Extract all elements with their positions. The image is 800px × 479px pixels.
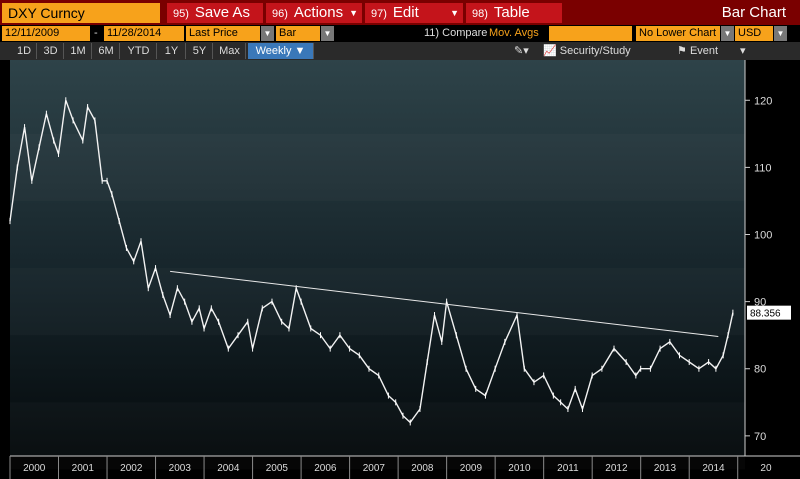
style-dropdown-icon[interactable]: ▼	[321, 26, 334, 41]
grid-band	[10, 268, 745, 335]
chart-type-label: Bar Chart	[721, 4, 786, 21]
x-tick-label: 2000	[23, 463, 46, 474]
currency-select[interactable]: USD	[735, 26, 773, 41]
ticker-field[interactable]: DXY Curncy	[2, 3, 160, 23]
price-field-dropdown-icon[interactable]: ▼	[261, 26, 274, 41]
horizontal-bands	[10, 134, 745, 470]
settings-bar: 12/11/2009 - 11/28/2014 Last Price ▼ Bar…	[0, 25, 800, 42]
period-6m[interactable]: 6M	[93, 43, 120, 59]
x-tick-label: 2008	[411, 463, 434, 474]
last-value-box	[747, 305, 791, 320]
edit-dropdown-icon: ▼	[450, 8, 459, 18]
security-study-label: Security/Study	[559, 45, 631, 57]
y-tick-label: 120	[754, 95, 772, 107]
last-value-label: 88.356	[747, 305, 791, 320]
price-line	[9, 100, 734, 424]
event-button[interactable]: ⚑ Event	[677, 43, 718, 59]
x-tick-label: 2005	[266, 463, 289, 474]
period-1d[interactable]: 1D	[12, 43, 37, 59]
edit-number: 97)	[371, 8, 387, 20]
x-tick-label: 2013	[654, 463, 677, 474]
grid-band	[10, 402, 745, 469]
y-tick-label: 110	[754, 162, 772, 174]
event-label: Event	[689, 45, 719, 57]
save-as-button[interactable]: 95) Save As	[167, 3, 263, 23]
period-ytd[interactable]: YTD	[121, 43, 157, 59]
empty-orange-field	[549, 26, 632, 41]
edit-button[interactable]: 97) Edit ▼	[365, 3, 463, 23]
lower-chart-dropdown-icon[interactable]: ▼	[721, 26, 734, 41]
x-tick-label: 2011	[557, 463, 579, 474]
price-chart[interactable]: 2000 2001 2002 2003 2004 2005 2006 2007 2008 2009…	[0, 60, 800, 479]
chart-icon: 📈	[543, 45, 557, 57]
table-number: 98)	[472, 8, 488, 20]
y-tick-label: 100	[754, 230, 772, 242]
x-tick-label: 2003	[169, 463, 192, 474]
x-tick-label: 2007	[363, 463, 386, 474]
price-field-select[interactable]: Last Price	[186, 26, 260, 41]
dxy-series	[9, 97, 734, 426]
last-value-text: 88.356	[750, 309, 781, 320]
period-max[interactable]: Max	[214, 43, 246, 59]
period-5y[interactable]: 5Y	[187, 43, 213, 59]
period-1y[interactable]: 1Y	[158, 43, 186, 59]
mov-avgs-button[interactable]: Mov. Avgs	[489, 27, 539, 39]
actions-dropdown-icon: ▼	[349, 8, 358, 18]
pencil-icon[interactable]: ✎▾	[514, 45, 529, 57]
x-axis: 2000 2001 2002 2003 2004 2005 2006 2007 2008 2009…	[9, 455, 800, 479]
period-1m[interactable]: 1M	[65, 43, 92, 59]
period-bar: 1D 3D 1M 6M YTD 1Y 5Y Max Weekly ▼ ✎▾ 📈 …	[0, 42, 800, 60]
x-tick-label: 2012	[605, 463, 628, 474]
y-axis: 70 80 90 100 110 120	[744, 60, 772, 456]
y-tick-label: 80	[754, 364, 766, 376]
period-3d[interactable]: 3D	[38, 43, 64, 59]
period-weekly[interactable]: Weekly ▼	[248, 43, 314, 59]
top-toolbar: DXY Curncy 95) Save As 96) Actions ▼ 97) Edi…	[0, 0, 800, 25]
start-date-field[interactable]: 12/11/2009	[2, 26, 90, 41]
security-study-button[interactable]: 📈 Security/Study	[543, 43, 631, 59]
save-as-label: Save As	[194, 4, 250, 21]
lower-chart-select[interactable]: No Lower Chart	[636, 26, 720, 41]
currency-dropdown-icon[interactable]: ▼	[774, 26, 787, 41]
y-tick-label: 70	[754, 431, 766, 443]
date-separator: -	[94, 27, 98, 39]
grid-band	[10, 134, 745, 201]
plot-area	[10, 60, 745, 456]
table-button[interactable]: 98) Table	[466, 3, 562, 23]
x-tick-label: 2001	[72, 463, 95, 474]
end-date-field[interactable]: 11/28/2014	[104, 26, 184, 41]
compare-button[interactable]: 11) Compare	[424, 27, 488, 39]
x-tick-label: 2014	[702, 463, 725, 474]
actions-label: Actions	[293, 4, 344, 21]
trendline	[170, 270, 719, 338]
style-select[interactable]: Bar	[276, 26, 320, 41]
table-label: Table	[493, 4, 530, 21]
x-tick-label: 2009	[460, 463, 483, 474]
edit-label: Edit	[392, 4, 419, 21]
flag-icon: ⚑	[677, 45, 687, 57]
y-tick-label: 90	[754, 297, 766, 309]
x-tick-label: 2010	[508, 463, 531, 474]
save-as-number: 95)	[173, 8, 189, 20]
x-tick-label: 20	[760, 463, 772, 474]
x-tick-label: 2004	[217, 463, 240, 474]
x-tick-label: 2006	[314, 463, 337, 474]
actions-button[interactable]: 96) Actions ▼	[266, 3, 362, 23]
x-tick-label: 2002	[120, 463, 143, 474]
actions-number: 96)	[272, 8, 288, 20]
more-options-icon[interactable]: ▾	[740, 45, 746, 57]
